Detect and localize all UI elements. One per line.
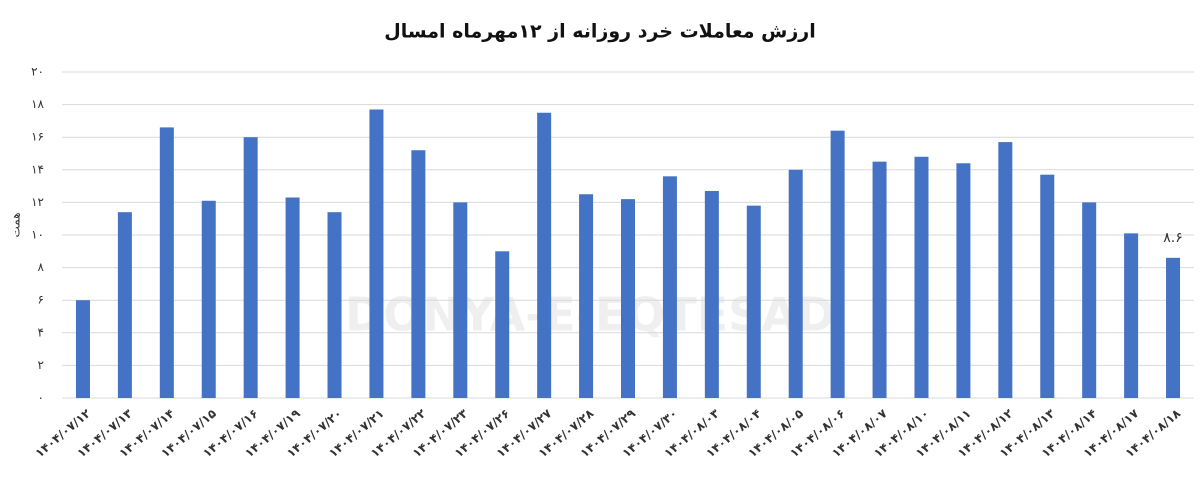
bar	[495, 251, 510, 398]
bar	[1082, 202, 1097, 398]
y-tick-label: ۲	[38, 358, 44, 372]
bar	[704, 190, 719, 398]
y-tick-label: ۱۸	[31, 97, 44, 111]
bar	[830, 130, 845, 398]
y-tick-label: ۱۲	[31, 195, 44, 209]
y-tick-label: ۴	[38, 325, 44, 339]
bar	[746, 205, 761, 398]
y-tick-label: ۱۶	[31, 130, 44, 144]
bar	[1040, 174, 1055, 398]
bar	[327, 212, 342, 398]
bar	[788, 169, 803, 398]
chart-title: ارزش معاملات خرد روزانه از ۱۲مهرماه امسا…	[384, 21, 815, 43]
bar	[998, 142, 1013, 398]
bar	[159, 127, 174, 399]
bar	[243, 137, 258, 398]
y-tick-label: ۱۰	[31, 228, 44, 242]
y-tick-label: ۲۰	[31, 65, 44, 79]
bar	[872, 161, 887, 398]
bar	[285, 197, 300, 398]
bar	[1166, 257, 1181, 398]
bar	[956, 163, 971, 398]
bar	[411, 150, 426, 398]
bar	[537, 112, 552, 398]
bar	[201, 200, 216, 398]
bar	[914, 156, 929, 398]
y-tick-label: ۶	[38, 293, 44, 307]
y-tick-label: ۸	[38, 260, 45, 274]
bar	[117, 212, 132, 398]
y-tick-label: ۱۴	[31, 162, 44, 176]
bar	[662, 176, 677, 398]
bar	[369, 109, 384, 399]
bar	[1124, 233, 1139, 398]
bar	[75, 300, 90, 398]
value-label: ۸.۶	[1163, 230, 1183, 246]
bar	[621, 199, 635, 398]
bar	[453, 202, 468, 398]
y-tick-label: ۰	[38, 391, 44, 405]
y-axis-label: همت	[9, 212, 23, 237]
bar	[579, 194, 594, 398]
